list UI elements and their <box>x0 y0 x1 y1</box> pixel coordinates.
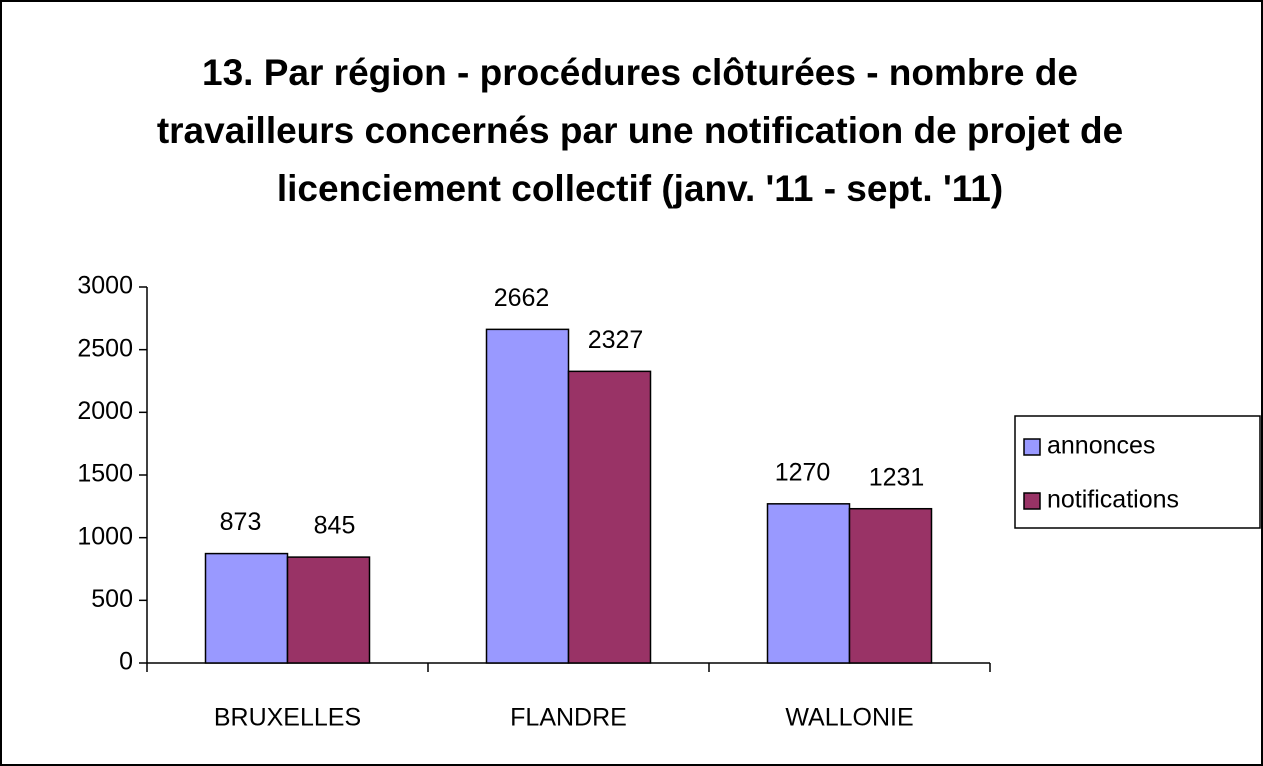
bar <box>848 507 933 664</box>
y-tick-label: 2000 <box>77 397 133 425</box>
legend-box <box>1014 415 1261 529</box>
value-label: 845 <box>314 512 356 540</box>
y-tick-label: 1500 <box>77 460 133 488</box>
x-tick-label: BRUXELLES <box>214 704 361 732</box>
y-tick-label: 2500 <box>77 334 133 362</box>
value-label: 1270 <box>775 458 831 486</box>
legend-swatch <box>1023 438 1041 456</box>
y-tick-label: 0 <box>119 648 133 676</box>
bar <box>567 370 652 664</box>
x-tick-label: WALLONIE <box>785 704 913 732</box>
legend-swatch <box>1023 492 1041 510</box>
y-tick-label: 1000 <box>77 522 133 550</box>
value-label: 2327 <box>588 326 644 354</box>
value-label: 1231 <box>869 463 925 491</box>
x-tick-label: FLANDRE <box>510 704 627 732</box>
bar <box>766 503 851 664</box>
y-tick-label: 3000 <box>77 272 133 300</box>
bar <box>204 552 289 664</box>
value-label: 2662 <box>494 284 550 312</box>
value-label: 873 <box>220 508 262 536</box>
legend-label: annonces <box>1047 432 1155 460</box>
bar <box>286 556 371 664</box>
legend-label: notifications <box>1047 486 1179 514</box>
bar <box>485 328 570 664</box>
y-tick-label: 500 <box>91 585 133 613</box>
chart-title: 13. Par région - procédures clôturées - … <box>156 52 1124 209</box>
